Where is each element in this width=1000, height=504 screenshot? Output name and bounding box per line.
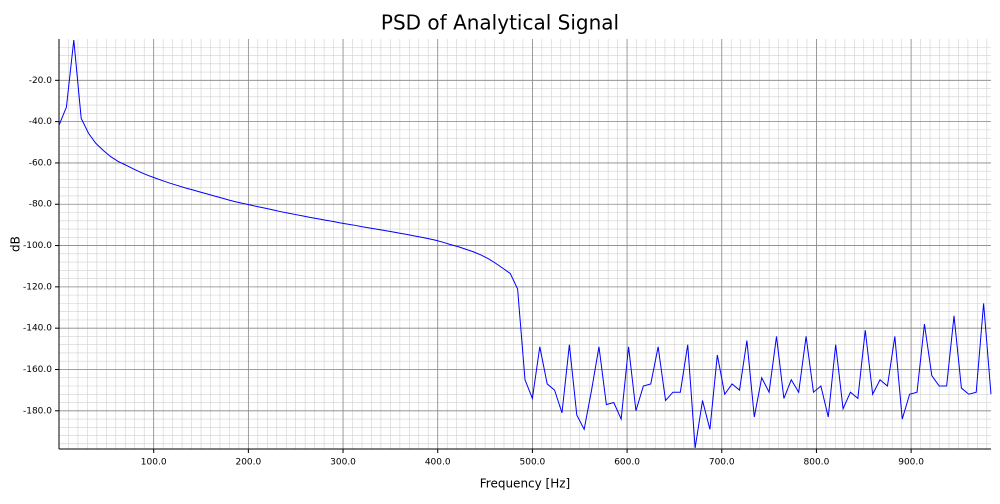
y-tick-label: -140.0 (23, 324, 52, 334)
x-tick-label: 400.0 (425, 458, 451, 468)
y-tick-label: -80.0 (29, 200, 53, 210)
y-tick-label: -160.0 (23, 365, 52, 375)
y-tick-label: -120.0 (23, 282, 52, 292)
psd-line (58, 39, 992, 449)
y-tick-label: -60.0 (29, 158, 53, 168)
y-tick-label: -20.0 (29, 76, 53, 86)
y-tick-label: -40.0 (29, 117, 53, 127)
x-tick-label: 200.0 (235, 458, 261, 468)
x-tick-label: 500.0 (520, 458, 546, 468)
x-axis-label: Frequency [Hz] (480, 477, 571, 491)
chart-title: PSD of Analytical Signal (381, 11, 619, 35)
x-tick-label: 900.0 (898, 458, 924, 468)
x-tick-label: 800.0 (804, 458, 830, 468)
x-tick-label: 600.0 (614, 458, 640, 468)
y-tick-label: -100.0 (23, 241, 52, 251)
y-axis-label: dB (9, 236, 23, 252)
x-tick-label: 100.0 (141, 458, 167, 468)
y-tick-label: -180.0 (23, 406, 52, 416)
x-tick-label: 300.0 (330, 458, 356, 468)
x-tick-label: 700.0 (709, 458, 735, 468)
